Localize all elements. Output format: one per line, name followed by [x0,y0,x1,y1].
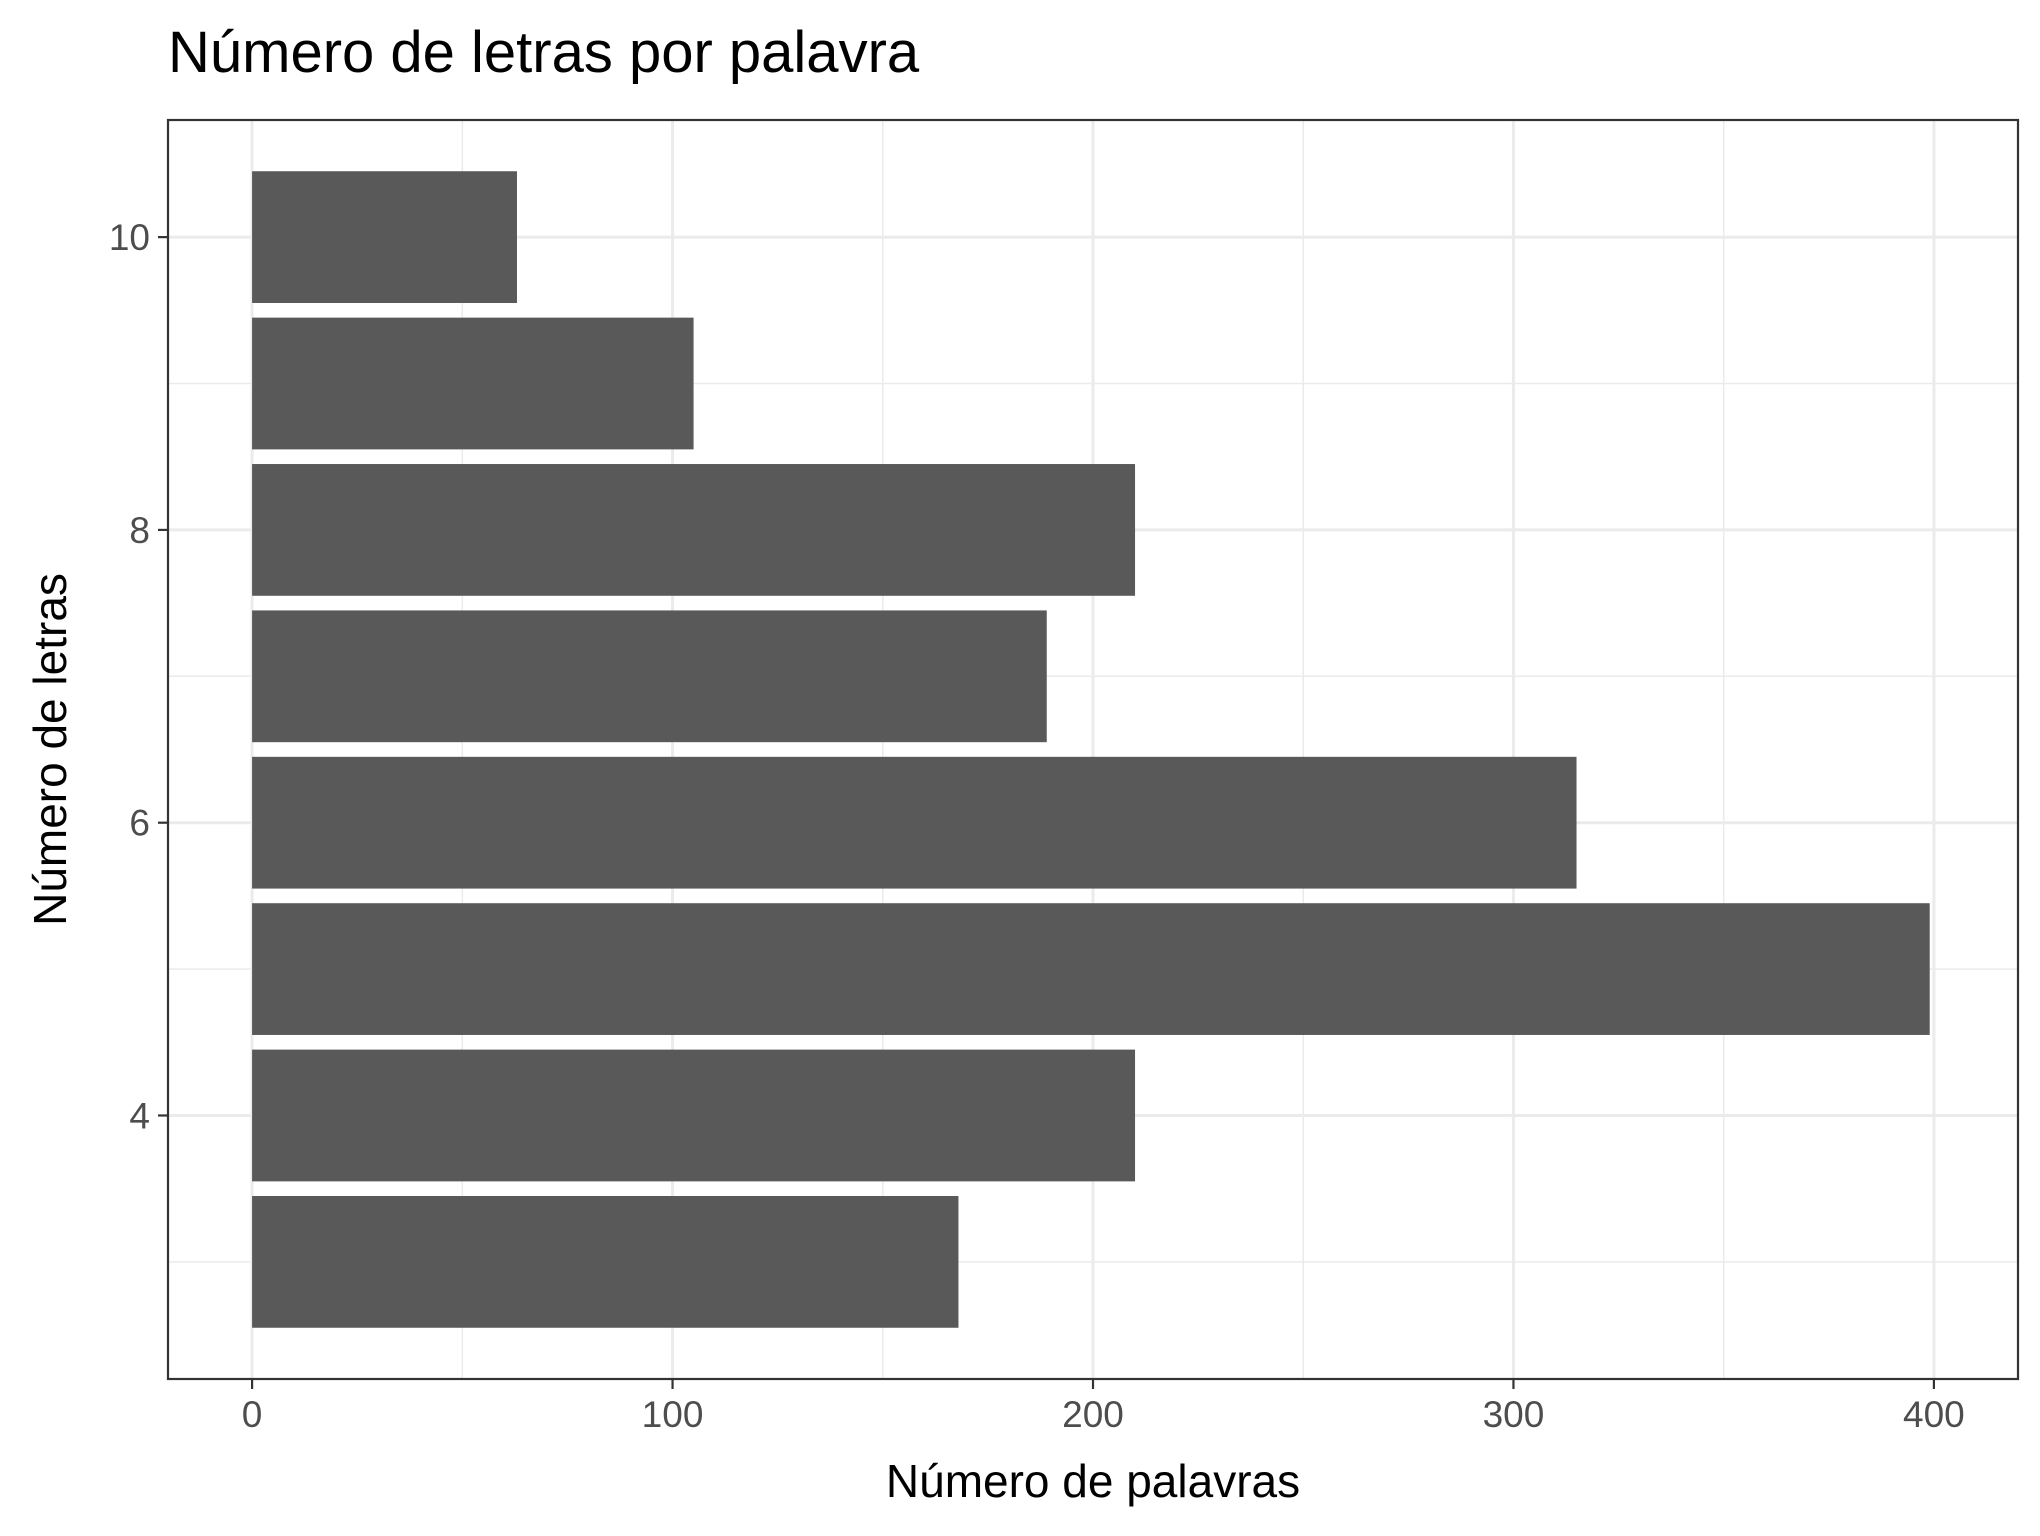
x-axis-ticks: 0 100 200 300 400 [242,1379,1965,1435]
bar-letters-10 [252,171,517,303]
bar-letters-6 [252,756,1577,889]
x-axis-title: Número de palavras [886,1455,1300,1507]
y-tick-label: 4 [129,1095,150,1136]
x-tick-label: 100 [642,1394,704,1435]
y-tick-label: 8 [129,510,150,551]
bar-letters-9 [252,317,694,450]
x-tick-label: 200 [1062,1394,1124,1435]
y-tick-label: 10 [109,217,150,258]
major-gridlines [168,120,2018,1379]
bar-letters-4 [252,1049,1136,1182]
bar-letters-3 [252,1196,959,1328]
y-tick-label: 6 [129,803,150,844]
chart-title: Número de letras por palavra [168,20,920,85]
x-tick-label: 400 [1903,1394,1965,1435]
x-tick-label: 300 [1483,1394,1545,1435]
bar-letters-7 [252,610,1047,743]
y-axis-title: Número de letras [24,573,76,926]
bar-letters-8 [252,464,1136,596]
bars [252,171,1930,1328]
x-tick-label: 0 [242,1394,263,1435]
bar-letters-5 [252,903,1930,1035]
y-axis-ticks: 4 6 8 10 [109,217,168,1136]
